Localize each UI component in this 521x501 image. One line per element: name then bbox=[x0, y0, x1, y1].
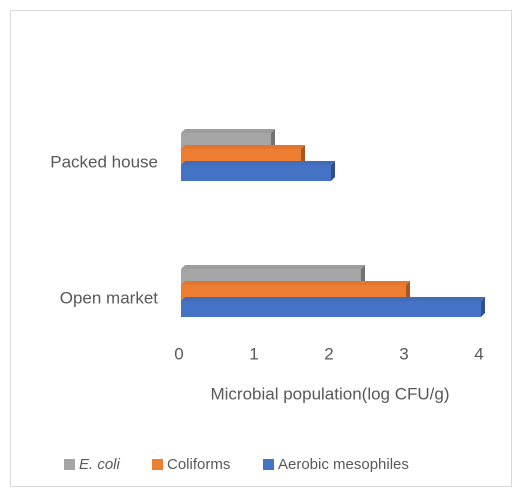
bar-top bbox=[181, 265, 365, 269]
legend-label: Coliforms bbox=[167, 456, 230, 473]
bar bbox=[181, 301, 481, 317]
bar-side bbox=[271, 129, 275, 149]
bar-top bbox=[181, 297, 485, 301]
x-tick-label: 0 bbox=[174, 344, 183, 363]
y-tick-label: Open market bbox=[60, 288, 159, 307]
x-tick-label: 1 bbox=[249, 344, 258, 363]
legend-swatch bbox=[152, 459, 163, 470]
x-axis-title: Microbial population(log CFU/g) bbox=[210, 384, 449, 403]
x-tick-label: 3 bbox=[399, 344, 408, 363]
bar-top bbox=[181, 129, 275, 133]
legend-label: Aerobic mesophiles bbox=[278, 456, 409, 473]
bar-top bbox=[181, 161, 335, 165]
y-tick-label: Packed house bbox=[50, 152, 158, 171]
bar-side bbox=[331, 161, 335, 181]
bar-side bbox=[301, 145, 305, 165]
bar-side bbox=[361, 265, 365, 285]
bar-top bbox=[181, 145, 305, 149]
bar-top bbox=[181, 281, 410, 285]
chart-border bbox=[10, 10, 512, 487]
bar-side bbox=[481, 297, 485, 317]
x-tick-label: 4 bbox=[474, 344, 483, 363]
bar bbox=[181, 165, 331, 181]
legend-swatch bbox=[64, 459, 75, 470]
legend-label: E. coli bbox=[79, 456, 121, 473]
x-tick-label: 2 bbox=[324, 344, 333, 363]
bar-side bbox=[406, 281, 410, 301]
legend-swatch bbox=[263, 459, 274, 470]
